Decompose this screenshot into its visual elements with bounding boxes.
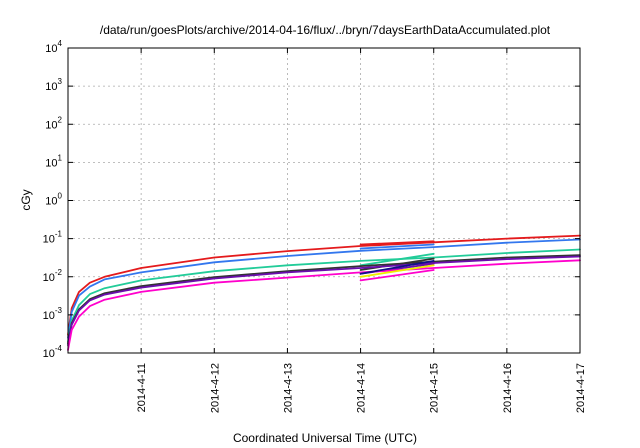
- y-tick-label: 100: [45, 192, 62, 208]
- series-line: [359, 252, 435, 267]
- x-tick-label: 2014-4-16: [502, 363, 514, 413]
- series-line: [67, 248, 581, 343]
- chart-title: /data/run/goesPlots/archive/2014-04-16/f…: [100, 23, 551, 37]
- y-tick-label: 10-2: [43, 268, 63, 284]
- series-line: [359, 259, 435, 275]
- y-tick-label: 102: [45, 115, 62, 131]
- y-tick-label: 10-4: [43, 344, 63, 360]
- x-tick-label: 2014-4-15: [429, 363, 441, 413]
- series-line: [67, 234, 581, 336]
- series-line: [67, 255, 581, 347]
- x-tick-label: 2014-4-12: [209, 363, 221, 413]
- x-tick-label: 2014-4-13: [282, 363, 294, 413]
- y-tick-label: 10-1: [43, 230, 63, 246]
- series-line: [359, 264, 435, 278]
- series-line: [359, 269, 435, 282]
- series-line: [359, 240, 435, 246]
- x-tick-label: 2014-4-17: [575, 363, 587, 413]
- grid: [68, 47, 581, 354]
- y-tick-label: 101: [45, 153, 62, 169]
- x-tick-label: 2014-4-14: [356, 363, 368, 413]
- x-tick-label: 2014-4-11: [136, 363, 148, 412]
- x-axis-tick-labels: 2014-4-11 2014-4-12 2014-4-13 2014-4-14 2014…: [136, 363, 587, 413]
- y-axis-label: cGy: [19, 189, 33, 210]
- series-lines: [67, 234, 581, 351]
- series-line: [359, 243, 435, 250]
- y-tick-label: 104: [45, 39, 62, 55]
- x-axis-label: Coordinated Universal Time (UTC): [233, 431, 417, 445]
- series-line: [67, 259, 581, 351]
- series-line: [359, 257, 435, 271]
- y-tick-label: 10-3: [43, 306, 63, 322]
- y-axis-tick-labels: 10-4 10-3 10-2 10-1 100 101 102 103 104: [43, 39, 63, 360]
- axis-ticks: [68, 47, 581, 354]
- series-line: [67, 238, 581, 339]
- y-tick-label: 103: [45, 77, 62, 93]
